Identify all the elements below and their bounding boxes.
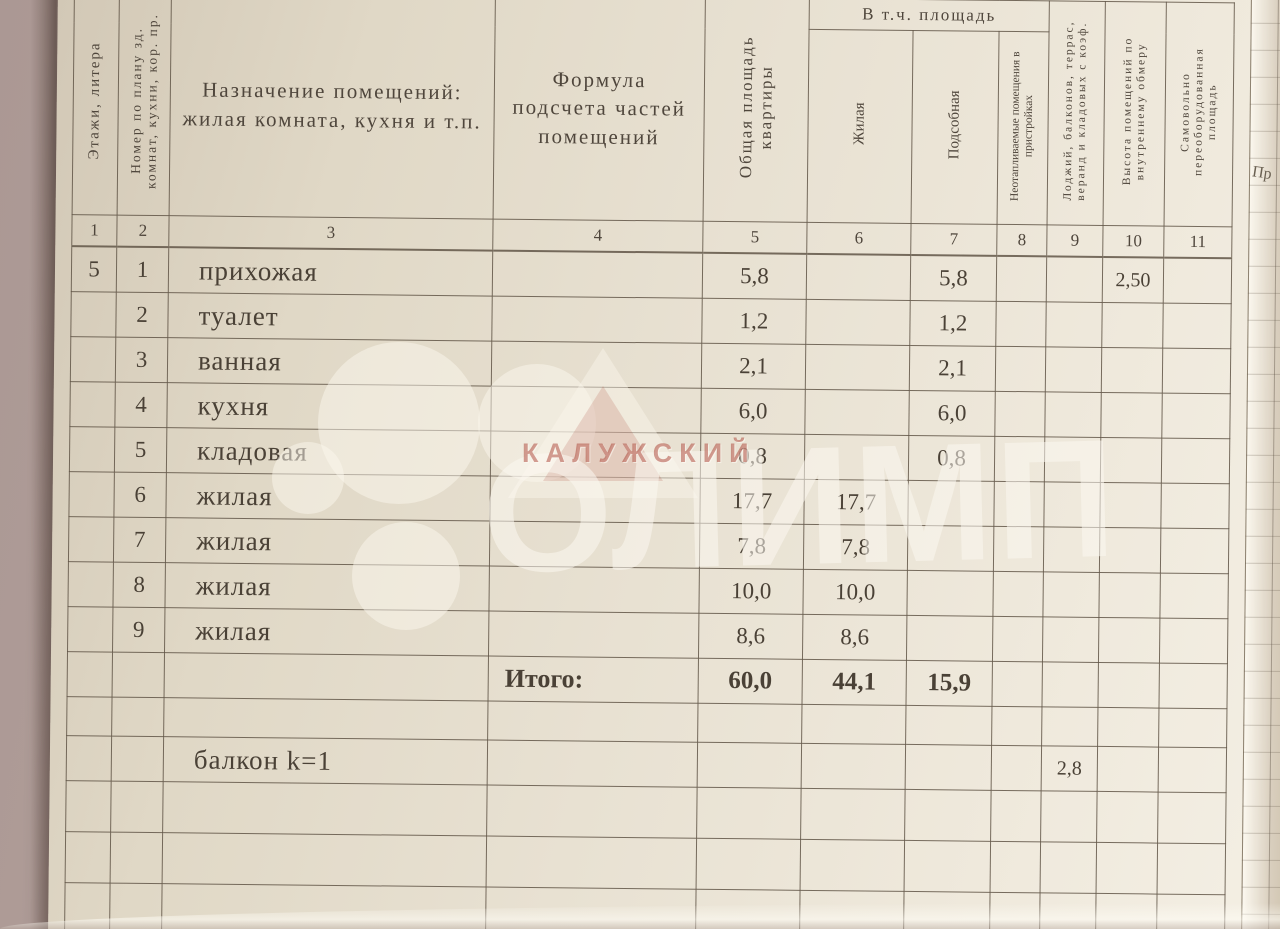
cell-floor: 5 bbox=[71, 246, 117, 293]
cell-room-number: 8 bbox=[112, 562, 166, 608]
cell-room-number: 1 bbox=[116, 246, 169, 293]
cell-room-name: жилая bbox=[164, 607, 489, 657]
cell-total-area: 7,8 bbox=[699, 523, 804, 570]
col-header-balcony-coef: Лоджий, балконов, террас, веранд и кладо… bbox=[1047, 0, 1106, 226]
cell-aux-area: 6,0 bbox=[908, 390, 996, 437]
cell-total-area: 2,1 bbox=[701, 343, 806, 390]
cell-aux-area: 5,8 bbox=[910, 254, 997, 302]
totals-aux-area: 15,9 bbox=[905, 660, 993, 707]
cell-balcony-coef-area: 2,8 bbox=[1041, 745, 1098, 792]
fold-grid-line bbox=[1267, 0, 1279, 929]
cell-room-name: жилая bbox=[164, 562, 490, 612]
cell-room-number: 5 bbox=[114, 427, 167, 473]
col-header-unheated: Неотапливаемые помещения в пристройках bbox=[997, 31, 1050, 225]
col-header-height: Высота помещений по внутреннему обмеру bbox=[1103, 1, 1167, 227]
document-page: Этажи, литера Номер по плану зд. комнат,… bbox=[47, 0, 1280, 929]
cell-total-area: 17,7 bbox=[699, 478, 805, 525]
col-header-room-number: Номер по плану зд. комнат, кухни, кор. п… bbox=[117, 0, 172, 216]
cell-room-name: прихожая bbox=[168, 247, 493, 297]
cell-aux-area: 1,2 bbox=[909, 300, 997, 347]
col-header-living: Жилая bbox=[807, 29, 914, 224]
col-header-floor: Этажи, литера bbox=[72, 0, 120, 216]
col-header-unauthorized: Самовольно переоборудованная площадь bbox=[1164, 2, 1235, 227]
totals-living-area: 44,1 bbox=[801, 659, 907, 706]
cell-living-area: 7,8 bbox=[803, 524, 908, 571]
cell-living-area: 17,7 bbox=[803, 479, 909, 526]
cell-room-name: жилая bbox=[165, 517, 490, 567]
cell-room-name: туалет bbox=[167, 292, 493, 342]
cell-room-number: 7 bbox=[113, 517, 166, 563]
group-header-incl-area: В т.ч. площадь bbox=[809, 0, 1050, 32]
cell-height: 2,50 bbox=[1102, 256, 1164, 304]
totals-total-area: 60,0 bbox=[698, 658, 803, 705]
col-header-formula: Формула подсчета частей помещений bbox=[493, 0, 706, 222]
cell-room-name: жилая bbox=[165, 472, 491, 522]
cutoff-column-label: Пр bbox=[1250, 163, 1273, 183]
cell-room-number: 4 bbox=[114, 382, 168, 428]
col-header-purpose: Назначение помещений: жилая комната, кух… bbox=[169, 0, 496, 220]
cell-living-area bbox=[806, 253, 911, 301]
cell-room-name: ванная bbox=[167, 337, 492, 387]
col-header-auxiliary: Подсобная bbox=[911, 30, 1000, 225]
cell-total-area: 0,8 bbox=[700, 433, 805, 480]
cell-total-area: 1,2 bbox=[701, 298, 807, 345]
cell-living-area: 8,6 bbox=[802, 614, 907, 661]
cell-room-number: 6 bbox=[113, 472, 167, 518]
floor-area-explication-table: Этажи, литера Номер по плану зд. комнат,… bbox=[64, 0, 1235, 929]
cell-room-number: 2 bbox=[115, 292, 169, 338]
cell-room-name: кладовая bbox=[166, 427, 491, 477]
cell-room-name: кухня bbox=[166, 382, 492, 432]
col-header-total-area: Общая площадь квартиры bbox=[703, 0, 810, 223]
cell-room-number: 9 bbox=[112, 607, 165, 653]
cell-living-area: 10,0 bbox=[802, 569, 908, 616]
cell-total-area: 5,8 bbox=[702, 252, 807, 300]
cell-aux-area: 2,1 bbox=[909, 345, 996, 392]
cell-total-area: 6,0 bbox=[700, 388, 806, 435]
cell-balcony-name: балкон k=1 bbox=[163, 736, 488, 786]
totals-label: Итого: bbox=[488, 656, 699, 704]
cell-room-number: 3 bbox=[115, 337, 168, 383]
cell-aux-area: 0,8 bbox=[908, 435, 995, 482]
page-fold-strip: Пр bbox=[1240, 0, 1280, 929]
cell-total-area: 10,0 bbox=[698, 568, 804, 615]
cell-total-area: 8,6 bbox=[698, 613, 803, 660]
